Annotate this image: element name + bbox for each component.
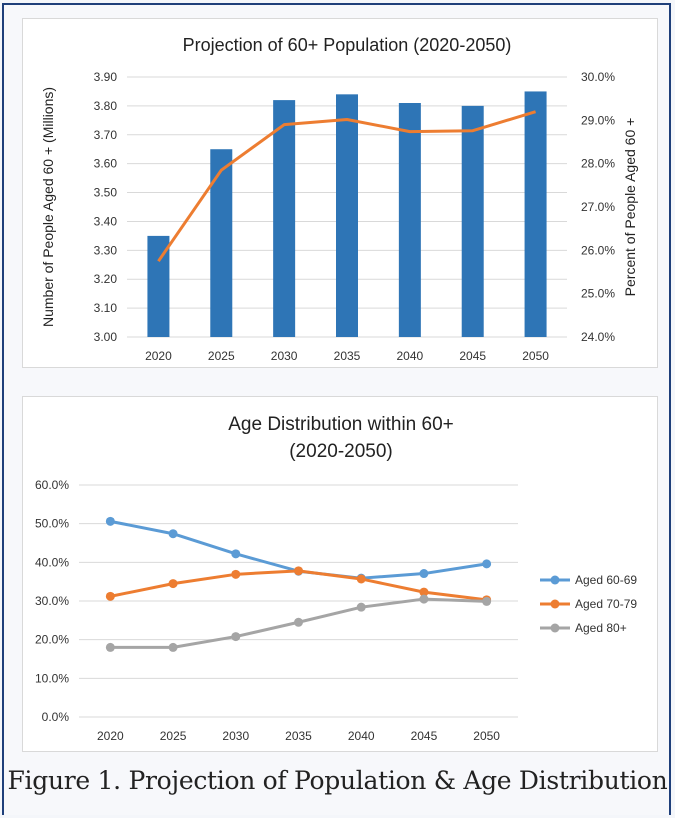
y-tick-label: 3.90 (94, 70, 118, 84)
bar (524, 91, 547, 337)
y-tick-label: 50.0% (35, 517, 69, 531)
point-aged-80 (356, 602, 366, 612)
y-tick-label: 40.0% (35, 555, 69, 569)
point-aged-60-69 (105, 516, 115, 526)
population-chart-panel: Projection of 60+ Population (2020-2050)… (22, 18, 658, 368)
legend-label-aged-80: Aged 80+ (575, 621, 627, 635)
y-tick-label: 10.0% (35, 671, 69, 685)
legend-marker-aged-80 (550, 623, 560, 633)
percent-line (157, 110, 537, 263)
bar (336, 94, 358, 337)
y-tick-label: 60.0% (35, 478, 69, 492)
y2-axis-label: Percent of People Aged 60 + (622, 118, 638, 297)
legend-marker-aged-60-69 (550, 575, 560, 585)
y-tick-label: 3.60 (94, 157, 118, 171)
figure-caption: Figure 1. Projection of Population & Age… (7, 766, 668, 795)
y2-tick-label: 30.0% (581, 70, 615, 84)
y-axis-label: Number of People Aged 60 + (Millions) (40, 87, 56, 327)
x-tick-label: 2030 (271, 349, 298, 363)
point-aged-70-79 (356, 574, 366, 584)
bar (273, 100, 296, 337)
x-tick-label: 2045 (411, 729, 438, 743)
x-tick-label: 2025 (160, 729, 187, 743)
point-aged-70-79 (419, 587, 429, 597)
legend-marker-aged-70-79 (550, 599, 560, 609)
y2-tick-label: 24.0% (581, 330, 615, 344)
point-aged-80 (294, 617, 303, 627)
point-aged-80 (168, 642, 178, 652)
x-tick-label: 2050 (522, 349, 549, 363)
point-aged-70-79 (294, 566, 303, 576)
chart-title: Projection of 60+ Population (2020-2050) (183, 35, 512, 55)
y-tick-label: 3.20 (94, 272, 118, 286)
y-tick-label: 0.0% (42, 710, 70, 724)
population-chart: Projection of 60+ Population (2020-2050)… (40, 35, 638, 363)
x-tick-label: 2020 (97, 729, 124, 743)
x-tick-label: 2050 (473, 729, 500, 743)
bar (461, 105, 484, 337)
y-tick-label: 3.10 (94, 301, 118, 315)
y-tick-label: 3.30 (94, 243, 118, 257)
x-tick-label: 2040 (348, 729, 375, 743)
y-tick-label: 3.80 (94, 99, 118, 113)
x-tick-label: 2035 (285, 729, 312, 743)
x-tick-label: 2045 (459, 349, 486, 363)
y-tick-label: 3.40 (94, 214, 118, 228)
point-aged-60-69 (419, 569, 429, 579)
point-aged-60-69 (231, 549, 241, 559)
point-aged-60-69 (482, 559, 492, 569)
x-tick-label: 2020 (145, 349, 172, 363)
x-tick-label: 2040 (397, 349, 424, 363)
point-aged-80 (419, 594, 429, 604)
chart-title-line-2: (2020-2050) (289, 441, 393, 462)
point-aged-80 (231, 632, 241, 642)
y2-tick-label: 29.0% (581, 113, 615, 127)
x-tick-label: 2035 (334, 349, 361, 363)
y-tick-label: 3.50 (94, 186, 118, 200)
chart-title-line-1: Age Distribution within 60+ (228, 414, 454, 435)
y-tick-label: 3.70 (94, 128, 118, 142)
y-tick-label: 30.0% (35, 594, 69, 608)
x-tick-label: 2025 (208, 349, 235, 363)
point-aged-70-79 (105, 591, 115, 601)
point-aged-80 (482, 596, 492, 606)
legend-label-aged-60-69: Aged 60-69 (575, 573, 637, 587)
bar (398, 103, 421, 337)
point-aged-60-69 (168, 529, 178, 539)
y-tick-label: 3.00 (94, 330, 118, 344)
point-aged-70-79 (168, 579, 178, 589)
age-distribution-chart: Age Distribution within 60+ (2020-2050) 0.… (35, 414, 637, 743)
x-tick-label: 2030 (222, 729, 249, 743)
legend-label-aged-70-79: Aged 70-79 (575, 597, 637, 611)
y2-tick-label: 25.0% (581, 287, 615, 301)
bar (210, 149, 233, 337)
y2-tick-label: 28.0% (581, 157, 615, 171)
point-aged-80 (105, 642, 115, 652)
y2-tick-label: 26.0% (581, 243, 615, 257)
y2-tick-label: 27.0% (581, 200, 615, 214)
bar (147, 235, 170, 337)
y-tick-label: 20.0% (35, 633, 69, 647)
point-aged-70-79 (231, 569, 241, 579)
age-distribution-chart-panel: Age Distribution within 60+ (2020-2050) 0.… (22, 396, 658, 752)
